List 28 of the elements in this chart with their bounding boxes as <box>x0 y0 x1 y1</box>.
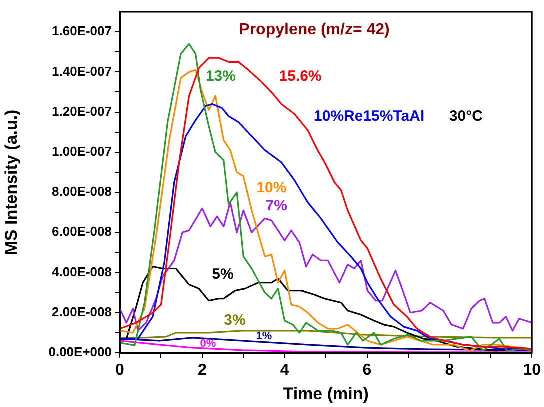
x-axis-title: Time (min) <box>283 384 369 404</box>
annotation: 30°C <box>449 108 484 126</box>
y-tick-label: 4.00E-008 <box>52 264 112 280</box>
y-axis-title: MS Intensity (a.u.) <box>2 110 21 256</box>
y-tick-label: 1.40E-007 <box>52 64 112 79</box>
x-tick-label: 6 <box>362 362 372 380</box>
series-label: 0% <box>200 338 216 350</box>
y-tick-label: 6.00E-008 <box>52 224 112 240</box>
y-tick-label: 1.00E-007 <box>52 144 112 159</box>
x-tick-label: 2 <box>198 362 207 380</box>
series-label: 13% <box>206 68 236 86</box>
series-label: 5% <box>212 266 234 283</box>
x-tick-label: 8 <box>445 362 454 380</box>
y-tick-label: 0.00E+000 <box>48 344 112 360</box>
series-label: 10% <box>256 180 287 197</box>
y-tick-label: 8.00E-008 <box>52 184 112 200</box>
x-tick-label: 0 <box>116 362 125 380</box>
y-tick-label: 1.20E-007 <box>52 104 112 119</box>
series-label: 15.6% <box>279 68 322 86</box>
x-tick-label: 4 <box>280 362 290 380</box>
series-label: 7% <box>266 198 288 215</box>
series-label: 3% <box>224 312 246 330</box>
y-tick-label: 1.60E-007 <box>52 24 112 39</box>
series-label: 1% <box>256 330 272 342</box>
text: 10%Re15%TaAl <box>314 108 425 126</box>
x-tick-label: 10 <box>523 362 542 380</box>
y-tick-label: 2.00E-008 <box>52 304 112 320</box>
text: Propylene (m/z= 42) <box>239 21 390 38</box>
